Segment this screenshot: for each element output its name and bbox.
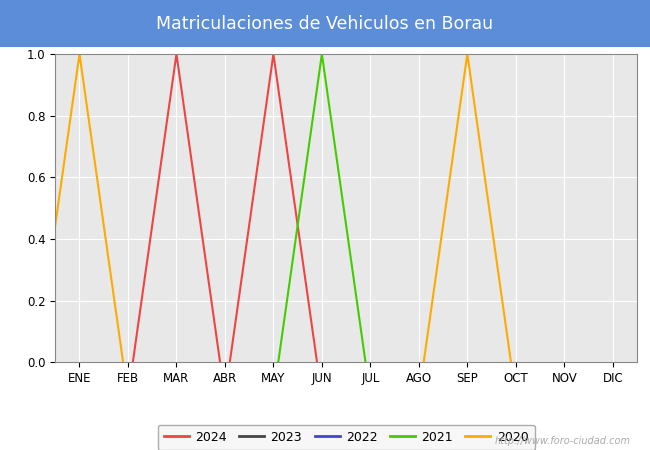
- Legend: 2024, 2023, 2022, 2021, 2020: 2024, 2023, 2022, 2021, 2020: [157, 424, 534, 450]
- 2024: [216, 360, 224, 365]
- Text: Matriculaciones de Vehiculos en Borau: Matriculaciones de Vehiculos en Borau: [157, 14, 493, 33]
- Text: http://www.foro-ciudad.com: http://www.foro-ciudad.com: [495, 436, 630, 446]
- 2024: [129, 360, 136, 365]
- 2021: [274, 360, 282, 365]
- 2020: [75, 51, 83, 57]
- Line: 2021: 2021: [278, 54, 365, 362]
- 2020: [119, 360, 127, 365]
- 2021: [361, 360, 369, 365]
- 2020: [32, 360, 40, 365]
- Line: 2024: 2024: [133, 54, 220, 362]
- Line: 2020: 2020: [36, 54, 123, 362]
- 2021: [318, 51, 326, 57]
- 2024: [172, 51, 180, 57]
